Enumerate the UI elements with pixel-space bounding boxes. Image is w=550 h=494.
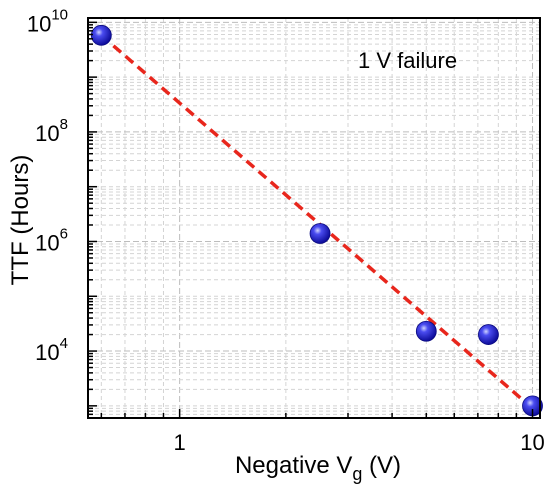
y-tick-label-base: 10 [27, 11, 51, 36]
x-axis-label-main: Negative V [235, 452, 352, 479]
y-tick-label-exponent: 10 [51, 6, 68, 23]
y-tick-label: 1010 [27, 6, 68, 36]
plot-frame [87, 17, 541, 419]
data-point [309, 223, 331, 244]
x-tick-label: 1 [174, 430, 186, 455]
y-tick-label-exponent: 8 [60, 116, 68, 133]
x-tick-label: 10 [520, 430, 544, 455]
y-tick-label-exponent: 6 [60, 225, 68, 242]
data-point [90, 24, 112, 46]
y-tick-label: 106 [35, 225, 68, 255]
x-axis-label-unit: (V) [362, 452, 401, 479]
data-points [90, 24, 543, 417]
data-point [478, 324, 499, 345]
y-tick-label-exponent: 4 [60, 335, 68, 352]
y-axis-label: TTF (Hours) [7, 155, 34, 286]
y-tick-label-base: 10 [35, 121, 59, 146]
annotation-text: 1 V failure [358, 48, 457, 73]
x-axis-label-sub: g [352, 464, 362, 484]
axis-ticks [88, 21, 534, 419]
x-axis-label: Negative Vg (V) [235, 452, 401, 484]
grid-lines [88, 18, 540, 419]
y-tick-label: 108 [35, 116, 68, 146]
y-tick-label: 104 [35, 335, 68, 365]
y-tick-label-base: 10 [35, 230, 59, 255]
data-point [415, 320, 437, 342]
y-tick-label-base: 10 [35, 340, 59, 365]
